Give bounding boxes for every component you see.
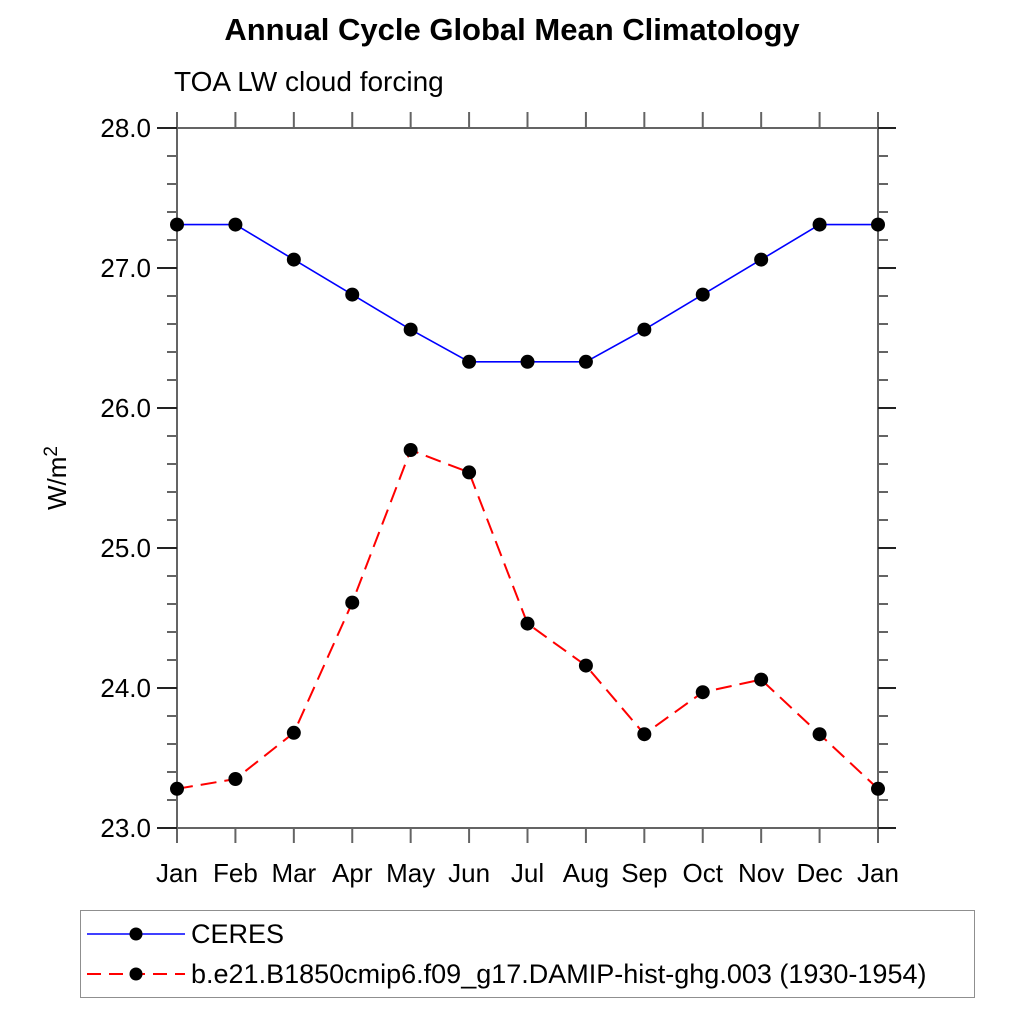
svg-text:Nov: Nov: [738, 858, 784, 888]
legend-item-model: b.e21.B1850cmip6.f09_g17.DAMIP-hist-ghg.…: [87, 954, 974, 994]
chart-subtitle: TOA LW cloud forcing: [174, 66, 444, 97]
svg-text:May: May: [386, 858, 435, 888]
svg-text:Aug: Aug: [563, 858, 609, 888]
svg-text:Oct: Oct: [683, 858, 724, 888]
legend-line-sample-model: [87, 967, 185, 981]
svg-text:28.0: 28.0: [100, 113, 151, 143]
svg-text:Dec: Dec: [796, 858, 842, 888]
legend-item-ceres: CERES: [87, 914, 974, 954]
svg-text:25.0: 25.0: [100, 533, 151, 563]
svg-text:Jun: Jun: [448, 858, 490, 888]
svg-text:Apr: Apr: [332, 858, 373, 888]
svg-text:Jan: Jan: [857, 858, 899, 888]
legend-label-model: b.e21.B1850cmip6.f09_g17.DAMIP-hist-ghg.…: [191, 958, 927, 989]
svg-text:Sep: Sep: [621, 858, 667, 888]
svg-text:23.0: 23.0: [100, 813, 151, 843]
svg-text:26.0: 26.0: [100, 393, 151, 423]
legend-line-sample-ceres: [87, 927, 185, 941]
svg-text:Feb: Feb: [213, 858, 258, 888]
svg-text:Jul: Jul: [511, 858, 544, 888]
svg-text:24.0: 24.0: [100, 673, 151, 703]
svg-text:27.0: 27.0: [100, 253, 151, 283]
chart-title: Annual Cycle Global Mean Climatology: [224, 12, 800, 47]
svg-text:Mar: Mar: [271, 858, 316, 888]
legend-label-ceres: CERES: [191, 918, 285, 949]
legend-box: CERES b.e21.B1850cmip6.f09_g17.DAMIP-his…: [80, 910, 975, 998]
svg-text:W/m2: W/m2: [41, 446, 72, 510]
svg-text:Jan: Jan: [156, 858, 198, 888]
